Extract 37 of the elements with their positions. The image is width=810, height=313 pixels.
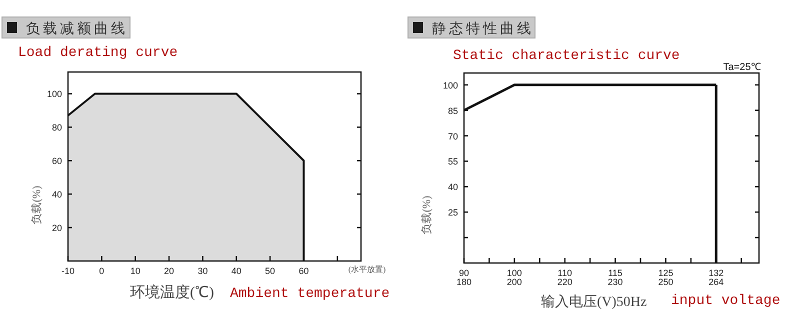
text: Ta=25℃ (723, 62, 761, 73)
y-tick-label: 60 (52, 156, 62, 166)
y-tick-label: 80 (52, 122, 62, 133)
x-tick-label: 90 180 (456, 268, 472, 287)
y-axis-title: 负载(%) (420, 195, 433, 234)
x-axis-title: 环境温度(℃) (130, 284, 214, 301)
text: input voltage (671, 293, 780, 309)
chart-title: 静态特性曲线 (432, 21, 534, 37)
x-tick-label: 125 250 (658, 268, 674, 287)
text: (水平放置) (348, 265, 386, 274)
y-axis-title: 负载(%) (30, 185, 43, 224)
x-tick-label: 100 200 (506, 268, 522, 287)
chart-title: 负载减额曲线 (26, 21, 128, 37)
y-tick-label: 25 (448, 208, 458, 218)
x-tick-label: 60 (298, 266, 309, 276)
y-tick-label: 40 (448, 182, 458, 192)
x-tick-label: 50 (265, 266, 276, 276)
x-axis-title: 输入电压(V)50Hz (541, 294, 647, 310)
chart-subtitle: Static characteristic curve (453, 48, 680, 64)
y-tick-label: 100 (46, 89, 62, 100)
x-tick-label: 110 220 (557, 268, 572, 287)
x-tick-label: 132 264 (708, 268, 724, 287)
y-tick-label: 70 (448, 131, 458, 142)
x-tick-label: 40 (231, 266, 242, 276)
x-tick-label: 115 230 (608, 268, 623, 287)
y-tick-label: 85 (448, 106, 458, 116)
y-tick-label: 100 (442, 80, 458, 90)
x-tick-label: 0 (99, 266, 104, 276)
x-tick-label: 20 (164, 266, 174, 276)
x-tick-label: 30 (198, 266, 208, 276)
y-tick-label: 40 (52, 190, 62, 200)
y-tick-label: 20 (52, 223, 62, 234)
x-tick-label: 10 (130, 266, 140, 276)
y-tick-label: 55 (448, 156, 458, 167)
chart-subtitle: Load derating curve (18, 45, 178, 61)
x-tick-label: -10 (61, 266, 75, 276)
text: Ambient temperature (230, 286, 390, 302)
